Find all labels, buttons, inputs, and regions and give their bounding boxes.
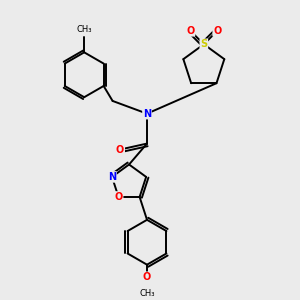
Text: CH₃: CH₃ — [139, 289, 155, 298]
Text: O: O — [213, 26, 221, 36]
Text: O: O — [186, 26, 194, 36]
Text: O: O — [143, 272, 151, 282]
Text: O: O — [114, 192, 123, 202]
Text: N: N — [108, 172, 116, 182]
Text: O: O — [116, 145, 124, 154]
Text: N: N — [143, 109, 151, 119]
Text: S: S — [200, 39, 207, 49]
Text: CH₃: CH₃ — [76, 26, 92, 34]
